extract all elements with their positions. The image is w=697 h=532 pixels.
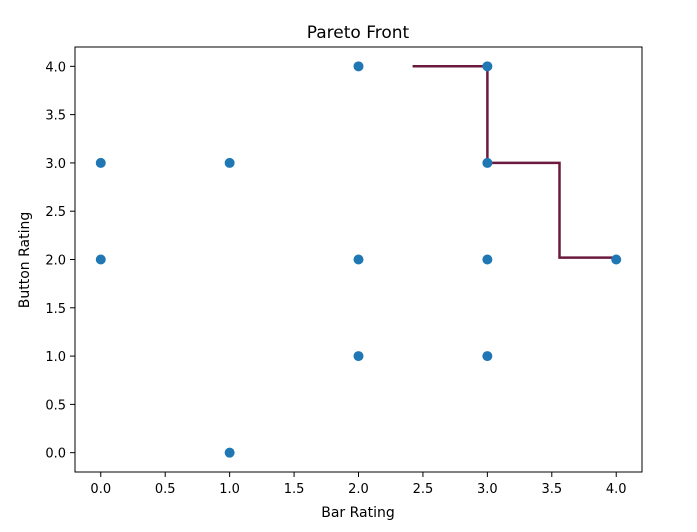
x-tick-label: 0.5 [155,482,176,497]
x-axis: 0.0 0.5 1.0 1.5 2.0 2.5 3.0 3.5 4.0 [90,472,627,497]
scatter-point [482,351,493,362]
y-tick-label: 3.0 [45,157,66,172]
y-tick-label: 0.0 [45,447,66,462]
x-tick-label: 2.0 [348,482,369,497]
scatter-point [224,157,235,168]
points-layer [95,61,622,458]
scatter-point [482,157,493,168]
x-tick-label: 1.0 [219,482,240,497]
y-tick-label: 4.0 [45,60,66,75]
x-tick-label: 2.5 [413,482,434,497]
x-tick-label: 3.5 [541,482,562,497]
y-tick-label: 0.5 [45,398,66,413]
scatter-point [482,254,493,265]
y-tick-label: 1.0 [45,350,66,365]
x-tick-label: 4.0 [606,482,627,497]
plot-frame [74,46,643,473]
y-tick-label: 2.0 [45,254,66,269]
x-axis-label: Bar Rating [321,505,395,521]
y-axis: 0.0 0.5 1.0 1.5 2.0 2.5 3.0 3.5 4.0 [45,60,75,462]
scatter-point [611,254,622,265]
y-tick-label: 3.5 [45,109,66,124]
pareto-layer [412,65,617,259]
x-tick-label: 3.0 [477,482,498,497]
scatter-point [224,447,235,458]
scatter-point [353,61,364,72]
scatter-point [95,254,106,265]
x-tick-label: 0.0 [90,482,111,497]
x-tick-label: 1.5 [284,482,305,497]
y-axis-label: Button Rating [17,212,33,308]
scatter-point [353,254,364,265]
y-tick-label: 2.5 [45,205,66,220]
chart-title: Pareto Front [307,23,410,43]
y-tick-label: 1.5 [45,302,66,317]
scatter-point [482,61,493,72]
pareto-front-line [412,65,617,259]
scatter-point [95,157,106,168]
scatter-point [353,351,364,362]
